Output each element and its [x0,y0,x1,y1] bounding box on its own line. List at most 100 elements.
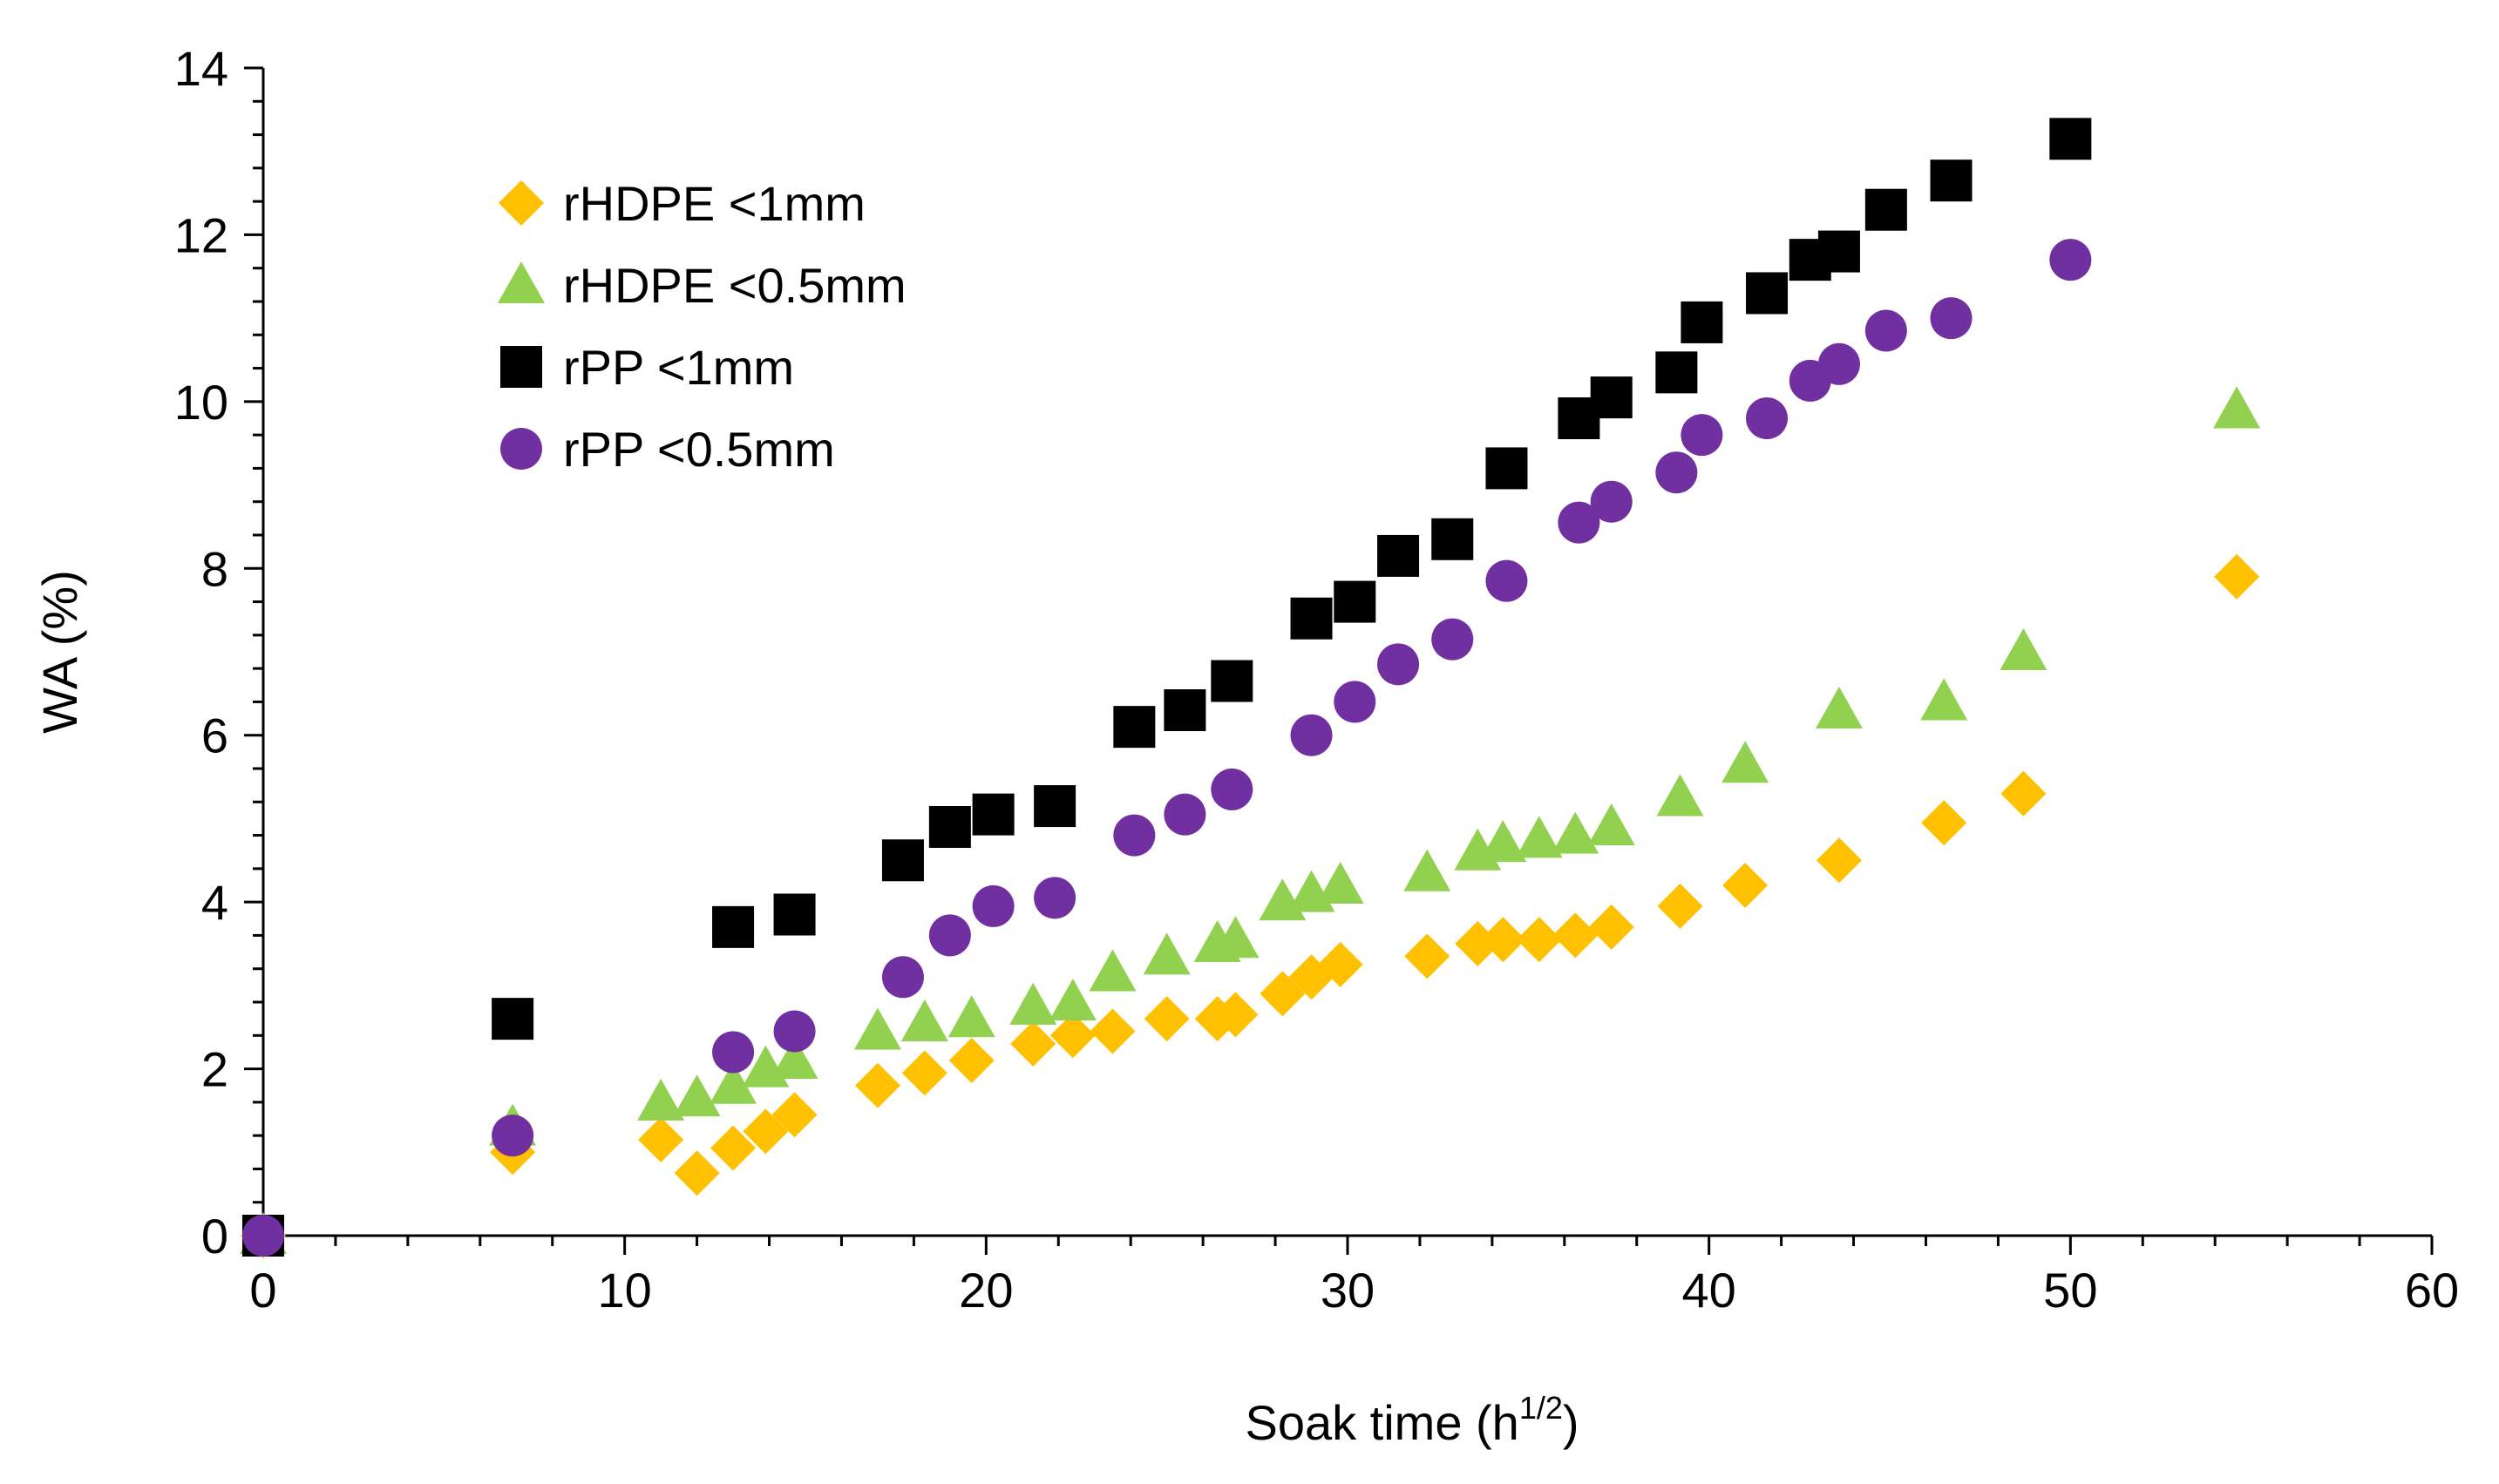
data-point-diamond [1010,1020,1056,1067]
data-point-circle [1485,559,1528,602]
data-point-diamond [743,1108,789,1155]
data-point-triangle [1403,849,1451,891]
legend-label: rHDPE <1mm [563,176,866,231]
data-point-diamond [1090,1008,1136,1054]
tick-labels: 0 2 4 6 8 10 12 14 0 10 20 30 40 50 60 [174,41,2459,1318]
data-point-diamond [1049,1013,1096,1059]
data-point-diamond [1722,863,1769,908]
y-tick-label: 12 [174,207,228,262]
data-point-circle [492,1115,534,1157]
data-point-triangle [947,995,995,1038]
data-point-circle [928,914,971,957]
legend-entry: rPP <1mm [500,340,794,395]
data-point-triangle [1552,811,1599,854]
data-point-triangle [2000,628,2047,671]
x-tick-label: 10 [598,1263,652,1318]
data-point-circle [1930,297,1973,340]
data-point-circle [1113,814,1156,857]
data-point-circle [1864,309,1907,352]
data-point-square [1034,785,1076,828]
x-axis-label-superscript: 1/2 [1519,1390,1563,1426]
legend-label: rPP <0.5mm [563,422,835,477]
data-point-triangle [1515,816,1563,858]
data-point-diamond [1657,883,1703,929]
y-tick-label: 4 [201,875,228,930]
data-point-square [1164,689,1206,731]
y-tick-label: 2 [201,1042,228,1097]
data-point-triangle [1009,982,1057,1025]
legend-entry: rHDPE <0.5mm [498,258,907,313]
data-point-square [1485,447,1528,490]
data-point-diamond [1480,917,1526,963]
data-point-triangle [2213,386,2261,429]
data-point-circle [1334,681,1376,723]
series-square [242,118,2092,1257]
data-point-diamond [1212,992,1259,1038]
data-point-triangle [1143,932,1191,975]
data-point-square [492,998,534,1040]
data-point-diamond [1260,971,1306,1017]
data-point-circle [773,1010,816,1053]
data-point-triangle [673,1074,721,1117]
data-point-triangle [1049,979,1097,1021]
data-point-square [881,839,924,882]
data-point-circle [1377,643,1420,686]
data-point-square [1334,580,1376,623]
data-point-triangle [637,1078,685,1121]
data-point-diamond [1816,837,1862,884]
y-axis-label: WA (%) [32,570,87,734]
y-tick-label: 6 [201,708,228,763]
data-point-diamond [710,1125,757,1171]
data-point-circle [1211,768,1253,810]
data-point-square [1590,376,1633,419]
data-point-diamond [1144,996,1190,1042]
legend: rHDPE <1mm rHDPE <0.5mm rPP <1mm rPP <0.5mm [498,176,907,477]
data-point-diamond [948,1038,995,1083]
data-point-triangle [1212,916,1260,959]
y-tick-label: 14 [174,41,228,96]
data-point-circle [1164,793,1206,836]
data-point-diamond [854,1062,900,1108]
data-point-diamond [638,1116,684,1162]
data-point-circle [1590,480,1633,523]
x-axis-label-text: Soak time (h [1245,1395,1518,1450]
legend-entry: rHDPE <1mm [499,176,866,231]
data-point-triangle [1656,774,1704,817]
data-point-diamond [1516,917,1562,963]
y-tick-label: 10 [174,375,228,430]
data-point-square [1864,188,1907,231]
data-point-diamond [901,1050,947,1096]
legend-entry: rPP <0.5mm [500,422,835,477]
legend-marker-triangle [498,261,545,304]
data-point-triangle [1920,678,1968,721]
data-point-square [1655,351,1698,394]
data-point-diamond [1921,800,1967,846]
data-point-triangle [900,999,948,1041]
data-point-diamond [2000,770,2047,817]
data-point-square [712,905,755,948]
data-point-circle [242,1215,284,1257]
x-axis-label: Soak time (h1/2) [1245,1390,1579,1450]
data-point-square [1930,159,1973,202]
data-points [240,118,2261,1258]
data-point-circle [2049,239,2092,281]
data-point-square [1377,534,1420,577]
data-point-triangle [1815,687,1863,729]
legend-marker-square [500,346,542,388]
data-point-triangle [1479,820,1527,863]
series-circle [242,239,2092,1257]
x-tick-label: 60 [2405,1263,2459,1318]
data-point-triangle [710,1061,757,1104]
legend-marker-diamond [499,180,544,226]
data-point-triangle [853,1007,901,1050]
data-point-square [1211,660,1253,702]
legend-label: rHDPE <0.5mm [563,258,907,313]
data-point-square [1290,597,1333,640]
series-triangle [240,386,2261,1255]
data-point-triangle [1316,862,1364,905]
data-point-circle [1655,451,1698,494]
data-point-circle [1681,414,1723,457]
data-point-triangle [1089,949,1137,992]
data-point-diamond [1317,941,1363,987]
